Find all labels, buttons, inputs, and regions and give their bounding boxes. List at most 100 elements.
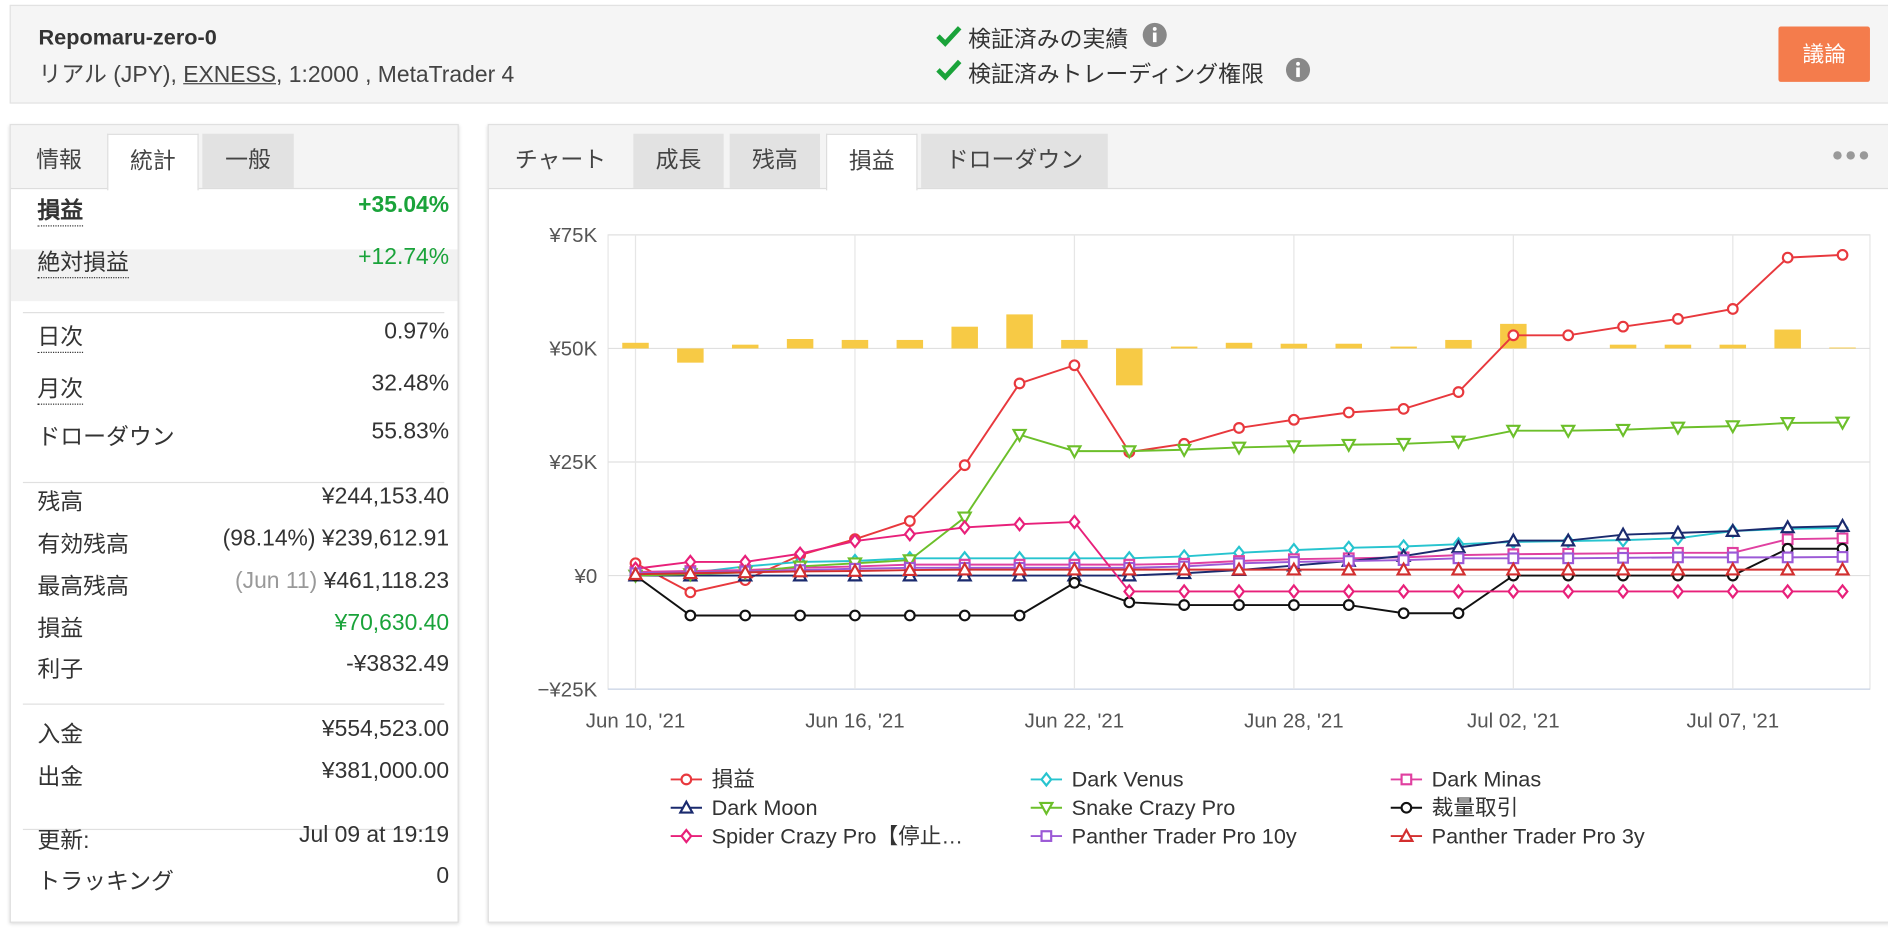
marker [1779,561,1796,576]
bar [896,339,924,349]
bar [786,338,814,349]
stat-value: ¥244,153.40 [322,484,449,511]
legend-label: Dark Minas [1432,767,1542,792]
tab[interactable]: チャート [488,133,633,188]
more-menu[interactable] [1833,149,1869,161]
marker [1397,583,1410,600]
legend-marker [678,799,695,814]
account-type: リアル (JPY), [38,62,184,88]
marker [1672,313,1684,325]
marker [1616,583,1630,600]
legend-label: Panther Trader Pro 10y [1072,823,1297,848]
marker [1452,386,1465,398]
marker [1286,440,1302,455]
marker [958,459,971,472]
marker [1671,583,1685,600]
stat-number: +35.04% [358,192,450,219]
marker [903,526,917,542]
marker [1562,583,1575,600]
marker [1724,420,1741,435]
marker [1121,445,1138,460]
stat-note: (98.14%) [222,526,316,552]
stat-value: 55.83% [372,419,450,446]
marker [737,564,754,579]
bar [951,326,978,349]
marker [1781,251,1794,264]
bar [1390,346,1417,349]
stat-number: -¥3832.49 [346,651,450,678]
marker [1233,422,1245,434]
tab[interactable]: 残高 [729,133,820,188]
marker [1726,583,1740,600]
account-info: リアル (JPY), EXNESS, 1:2000 , MetaTrader 4 [39,57,515,90]
marker [1068,359,1081,372]
marker [1452,583,1465,600]
marker [903,515,916,527]
stat-value: ¥554,523.00 [322,717,449,744]
legend-marker [680,773,693,786]
marker [1121,561,1138,576]
marker [1452,607,1465,620]
tab[interactable]: ドローダウン [921,133,1108,188]
bar [1829,347,1856,349]
marker [1013,609,1026,622]
tab[interactable]: 一般 [202,133,294,188]
marker [849,609,861,622]
marker [1286,561,1302,576]
legend-marker [680,828,693,844]
stat-label: 入金 [37,722,84,749]
stat-label: 絶対損益 [37,245,129,279]
marker [1507,329,1520,342]
legend-marker [1398,827,1415,842]
row-highlight [10,249,458,302]
stat-value: -¥3832.49 [346,652,449,679]
tab-active[interactable]: 統計 [107,133,199,191]
marker [1066,561,1083,576]
legend-label: 損益 [712,767,755,792]
legend-marker [1040,830,1053,842]
stat-label: 出金 [37,764,84,791]
stat-number: ¥461,118.23 [323,568,450,594]
marker [1505,424,1522,439]
stat-number: ¥239,612.91 [321,526,450,552]
legend-label: Panther Trader Pro 3y [1432,823,1645,848]
broker-link[interactable]: EXNESS [183,62,277,88]
y-tick-label: ¥50K [548,338,597,361]
stat-number: ¥554,523.00 [321,716,450,743]
bar [1445,339,1472,349]
legend-marker [1040,771,1053,788]
marker [1726,303,1739,315]
check-verified: 検証済みの実績 [968,27,1129,54]
stat-value: (Jun 11) ¥461,118.23 [235,569,449,596]
stat-number: 0.97% [384,319,450,345]
bar [1335,343,1362,349]
discuss-button[interactable]: 議論 [1778,26,1870,82]
bar [1061,339,1088,349]
bar [1006,314,1033,349]
tab[interactable]: 成長 [633,133,724,188]
legend-label: Dark Venus [1072,767,1184,792]
marker [1287,599,1300,611]
marker [1178,599,1191,611]
marker [1013,516,1026,532]
bar [622,342,649,349]
marker [1781,583,1794,600]
marker [1287,413,1300,426]
marker [1011,428,1028,444]
stat-label: トラッキング [37,869,174,896]
y-tick-label: ¥25K [548,451,597,474]
bar [1280,343,1308,349]
tab[interactable]: 情報 [12,133,106,188]
tab-active[interactable]: 損益 [826,133,918,191]
marker [1834,561,1851,576]
marker [1177,583,1191,600]
stat-value: Jul 09 at 19:19 [299,823,449,850]
marker [1505,532,1522,547]
stat-number: +12.74% [358,244,450,270]
x-tick-label: Jun 28, '21 [1244,710,1343,733]
marker [1781,533,1794,546]
marker [1342,406,1355,419]
stat-value: 0.97% [384,319,449,346]
marker [903,609,916,622]
